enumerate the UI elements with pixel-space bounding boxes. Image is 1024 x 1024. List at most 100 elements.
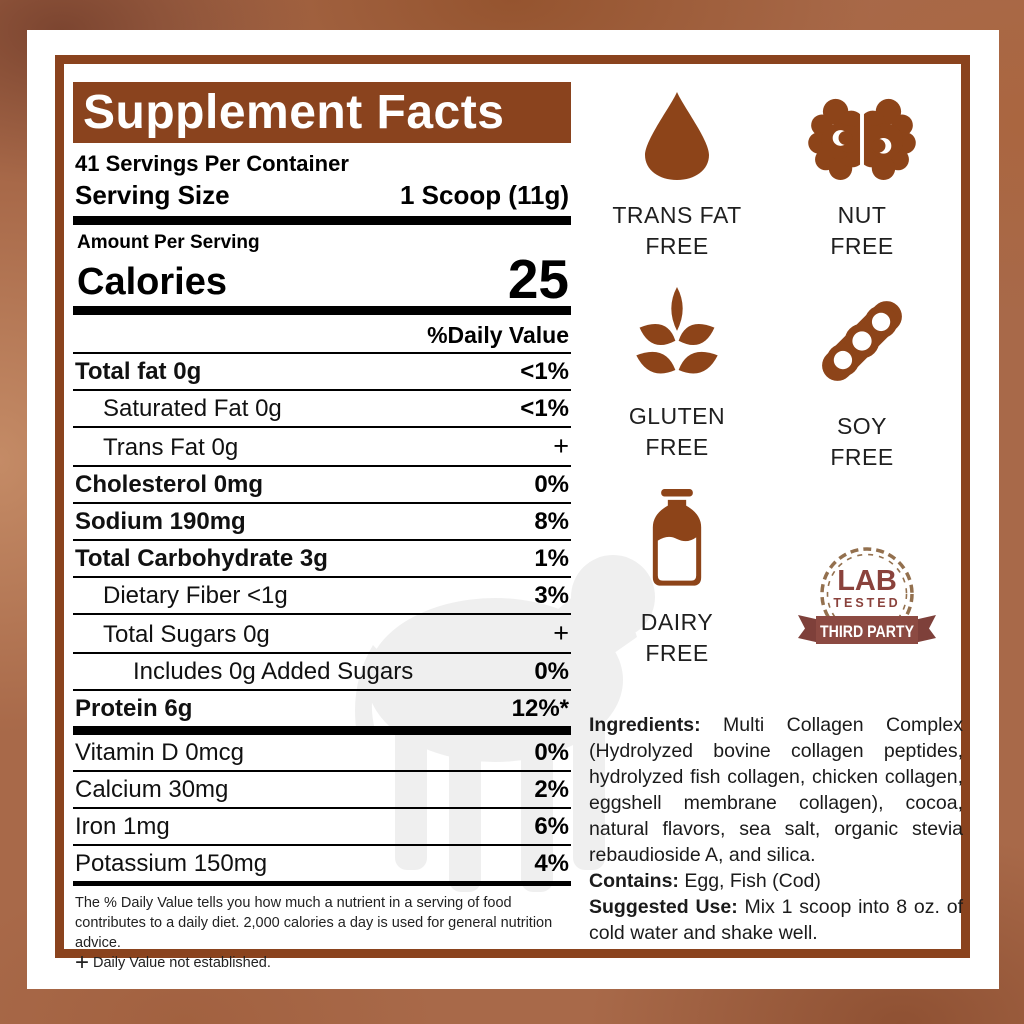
nutrient-value: 3% — [534, 582, 569, 609]
badge-gluten-free: GLUTEN FREE — [589, 287, 765, 463]
nutrient-label: Includes 0g Added Sugars — [133, 658, 414, 685]
daily-value-header: %Daily Value — [73, 317, 571, 354]
footnote-dagger-line: + Daily Value not established. — [75, 949, 569, 976]
thick-divider — [73, 306, 571, 315]
nutrient-label: Trans Fat 0g — [103, 434, 239, 461]
walnut-icon — [808, 90, 916, 182]
nutrient-row: Protein 6g 12%* — [73, 691, 571, 726]
badge-dairy-free: DAIRY FREE — [589, 487, 765, 669]
nutrient-value: <1% — [520, 395, 569, 422]
milk-bottle-icon — [644, 487, 710, 589]
nutrient-row: Vitamin D 0mcg 0% — [73, 735, 571, 772]
supplement-facts-title: Supplement Facts — [73, 82, 571, 143]
ingredients-label: Ingredients: — [589, 714, 701, 736]
nutrient-label: Total Sugars 0g — [103, 621, 270, 648]
badge-label: DAIRY FREE — [641, 607, 713, 669]
badge-label: TRANS FAT FREE — [612, 200, 741, 262]
nutrient-value: 2% — [534, 776, 569, 803]
badge-label-line2: FREE — [645, 640, 709, 666]
badge-label-line2: FREE — [830, 444, 894, 470]
serving-size-label: Serving Size — [75, 180, 230, 210]
seal-line1: LAB — [837, 565, 897, 597]
nutrient-label: Total fat 0g — [75, 358, 202, 385]
nutrient-row: Saturated Fat 0g <1% — [73, 391, 571, 428]
nutrient-label: Sodium 190mg — [75, 508, 246, 535]
nutrient-value: 0% — [534, 658, 569, 685]
nutrient-row: Sodium 190mg 8% — [73, 504, 571, 541]
label-panel — [27, 30, 999, 989]
badge-nut-free: NUT FREE — [774, 90, 950, 262]
nutrient-row: Total fat 0g <1% — [73, 354, 571, 391]
droplet-icon — [641, 90, 713, 182]
badge-label-line1: SOY — [836, 413, 888, 439]
suggested-use-label: Suggested Use: — [589, 896, 738, 918]
contains-text: Egg, Fish (Cod) — [678, 870, 821, 892]
badge-label: GLUTEN FREE — [629, 401, 725, 463]
nutrient-label: Protein 6g — [75, 695, 193, 722]
contains-label: Contains: — [589, 870, 679, 892]
nutrient-row: Iron 1mg 6% — [73, 809, 571, 846]
nutrient-value: 0% — [534, 739, 569, 766]
calories-value: 25 — [507, 248, 569, 310]
label-frame-border — [55, 55, 970, 958]
nutrient-row: Potassium 150mg 4% — [73, 846, 571, 881]
suggested-use-text: Mix 1 scoop into 8 oz. of cold water and… — [589, 896, 963, 944]
seal-ribbon-text: THIRD PARTY — [820, 622, 915, 641]
nutrient-row: Trans Fat 0g + — [73, 428, 571, 467]
servings-per-container: 41 Servings Per Container — [75, 151, 349, 176]
amount-per-serving-label: Amount Per Serving — [77, 232, 260, 253]
nutrient-row: Dietary Fiber <1g 3% — [73, 578, 571, 615]
badge-label-line2: FREE — [830, 233, 894, 259]
badge-label: NUT FREE — [830, 200, 893, 262]
nutrient-row: Cholesterol 0mg 0% — [73, 467, 571, 504]
wheat-icon — [625, 287, 729, 383]
nutrient-value: + — [553, 618, 569, 648]
nutrient-label: Dietary Fiber <1g — [103, 582, 288, 609]
daily-value-footnote: The % Daily Value tells you how much a n… — [73, 886, 571, 976]
nutrient-label: Cholesterol 0mg — [75, 471, 264, 498]
nutrient-value: 8% — [534, 508, 569, 535]
thick-divider — [73, 216, 571, 225]
ingredients-text: Multi Collagen Complex (Hydrolyzed bovin… — [589, 714, 963, 866]
thick-divider — [73, 726, 571, 735]
medium-divider — [73, 881, 571, 886]
calories-row: Calories 25 — [77, 248, 569, 310]
nutrient-row: Total Carbohydrate 3g 1% — [73, 541, 571, 578]
nutrient-value: 6% — [534, 813, 569, 840]
badge-trans-fat-free: TRANS FAT FREE — [589, 90, 765, 262]
nutrient-value: <1% — [520, 358, 569, 385]
badge-label-line1: DAIRY — [640, 609, 714, 635]
badge-label: SOY FREE — [830, 411, 893, 473]
nutrient-label: Calcium 30mg — [75, 776, 229, 803]
nutrient-row: Total Sugars 0g + — [73, 615, 571, 654]
serving-size-value: 1 Scoop (11g) — [399, 180, 569, 210]
nutrient-value: + — [553, 431, 569, 461]
badge-label-line2: FREE — [645, 233, 709, 259]
lab-tested-seal: LAB TESTED THIRD PARTY — [792, 540, 942, 665]
badge-soy-free: SOY FREE — [774, 287, 950, 473]
ingredients-block: Ingredients: Multi Collagen Complex (Hyd… — [589, 712, 963, 946]
badge-label-line1: GLUTEN — [628, 403, 726, 429]
serving-size-row: Serving Size 1 Scoop (11g) — [75, 180, 569, 211]
nutrient-row: Includes 0g Added Sugars 0% — [73, 654, 571, 691]
nutrient-value: 12%* — [511, 695, 569, 722]
calories-label: Calories — [77, 261, 227, 303]
nutrient-value: 0% — [534, 471, 569, 498]
nutrient-label: Total Carbohydrate 3g — [75, 545, 328, 572]
cow-watermark-icon — [355, 555, 655, 892]
nutrient-label: Saturated Fat 0g — [103, 395, 282, 422]
nutrient-row: Calcium 30mg 2% — [73, 772, 571, 809]
dagger-plus-icon: + — [75, 949, 90, 976]
footnote-dagger-text: Daily Value not established. — [93, 955, 271, 971]
nutrient-label: Vitamin D 0mcg — [75, 739, 244, 766]
nutrient-value: 1% — [534, 545, 569, 572]
badge-label-line2: FREE — [645, 434, 709, 460]
footnote-text: The % Daily Value tells you how much a n… — [75, 895, 553, 951]
badge-label-line1: TRANS FAT — [612, 202, 742, 228]
nutrient-value: 4% — [534, 850, 569, 877]
nutrient-label: Potassium 150mg — [75, 850, 268, 877]
badge-label-line1: NUT — [837, 202, 887, 228]
supplement-facts-panel: Supplement Facts 41 Servings Per Contain… — [73, 82, 571, 976]
nutrient-label: Iron 1mg — [75, 813, 170, 840]
